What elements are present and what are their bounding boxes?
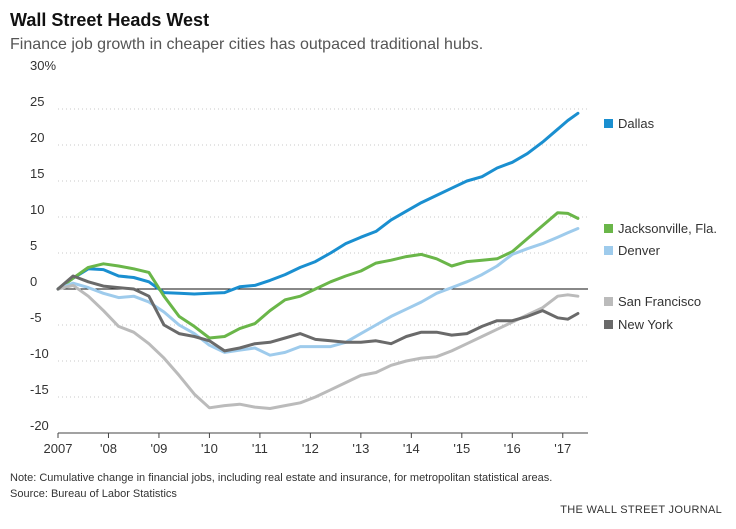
x-tick-label: '17 — [554, 441, 571, 456]
legend-swatch-san-francisco — [604, 297, 613, 306]
series-line-denver — [56, 227, 580, 357]
publisher-credit: THE WALL STREET JOURNAL — [560, 504, 722, 516]
y-tick-label: 0 — [30, 274, 37, 289]
x-tick-label: '08 — [100, 441, 117, 456]
grid — [58, 108, 588, 434]
series-line-new-york — [56, 274, 580, 353]
legend-label-san-francisco: San Francisco — [618, 294, 701, 309]
x-tick-label: '12 — [302, 441, 319, 456]
y-tick-label: -5 — [30, 310, 42, 325]
chart-note: Note: Cumulative change in financial job… — [10, 472, 553, 484]
y-tick-label: 10 — [30, 202, 44, 217]
x-tick-label: '13 — [352, 441, 369, 456]
y-tick-label: 20 — [30, 130, 44, 145]
y-tick-label: -15 — [30, 382, 49, 397]
chart-title: Wall Street Heads West — [10, 10, 210, 30]
legend-swatch-denver — [604, 246, 613, 255]
chart-source: Source: Bureau of Labor Statistics — [10, 488, 177, 500]
x-tick-label: 2007 — [44, 441, 73, 456]
x-tick-label: '10 — [201, 441, 218, 456]
x-axis-ticks: 2007 '08 '09 '10 '11 '12 '13 '14 '15 '16 '17 — [44, 432, 588, 456]
y-tick-label: 5 — [30, 238, 37, 253]
y-axis-ticks: -20 -15 -10 -5 0 5 10 15 20 25 30% — [30, 58, 56, 433]
y-tick-label: 15 — [30, 166, 44, 181]
legend-swatch-jacksonville-fla- — [604, 224, 613, 233]
legend-label-new-york: New York — [618, 317, 673, 332]
legend-swatch-new-york — [604, 320, 613, 329]
legend: Dallas Jacksonville, Fla. Denver San Franci… — [604, 116, 717, 332]
y-tick-label: 30% — [30, 58, 56, 73]
x-tick-label: '16 — [504, 441, 521, 456]
series-line-san-francisco — [56, 283, 580, 410]
legend-label-denver: Denver — [618, 243, 661, 258]
series-line-dallas — [56, 111, 580, 296]
x-tick-label: '09 — [150, 441, 167, 456]
legend-label-dallas: Dallas — [618, 116, 655, 131]
chart-subtitle: Finance job growth in cheaper cities has… — [10, 36, 484, 53]
y-tick-label: 25 — [30, 94, 44, 109]
line-chart: -20 -15 -10 -5 0 5 10 15 20 25 30% 2007 '08 '09 '10 '1… — [30, 58, 717, 456]
y-tick-label: -20 — [30, 418, 49, 433]
series-line-jacksonville-fla- — [56, 211, 580, 340]
legend-swatch-dallas — [604, 119, 613, 128]
legend-label-jacksonville-fla-: Jacksonville, Fla. — [618, 221, 717, 236]
y-tick-label: -10 — [30, 346, 49, 361]
series-lines — [56, 111, 580, 410]
x-tick-label: '14 — [403, 441, 420, 456]
x-tick-label: '15 — [453, 441, 470, 456]
x-tick-label: '11 — [252, 441, 268, 456]
